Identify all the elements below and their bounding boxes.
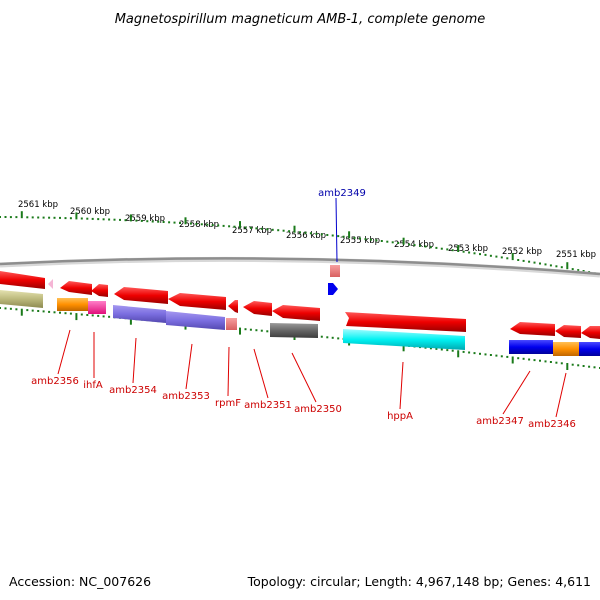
gene-label-amb2346[interactable]: amb2346 bbox=[528, 419, 576, 430]
gene-box[interactable] bbox=[579, 342, 600, 356]
gene-label-amb2347[interactable]: amb2347 bbox=[476, 416, 524, 427]
kbp-label: 2553 kbp bbox=[448, 244, 488, 254]
gene-arrow[interactable] bbox=[555, 325, 581, 338]
gene-arrow[interactable] bbox=[91, 284, 108, 297]
leader-line bbox=[253, 348, 269, 399]
gene-label-amb2349[interactable]: amb2349 bbox=[318, 188, 366, 199]
kbp-label: 2561 kbp bbox=[18, 200, 58, 210]
gene-arrow[interactable] bbox=[272, 305, 320, 321]
gene-box[interactable] bbox=[166, 311, 225, 330]
kbp-label: 2560 kbp bbox=[70, 207, 110, 217]
leader-line bbox=[185, 343, 193, 390]
gene-box[interactable] bbox=[343, 329, 465, 350]
gene-label-amb2351[interactable]: amb2351 bbox=[244, 400, 292, 411]
gene-label-amb2356[interactable]: amb2356 bbox=[31, 376, 79, 387]
gene-box[interactable] bbox=[88, 301, 106, 314]
gene-label-amb2353[interactable]: amb2353 bbox=[162, 391, 210, 402]
gene-box[interactable] bbox=[553, 342, 579, 356]
gene-label-hppA[interactable]: hppA bbox=[387, 411, 413, 422]
gene-box[interactable] bbox=[57, 298, 88, 311]
leader-line bbox=[399, 361, 404, 410]
gene-box[interactable] bbox=[509, 340, 553, 354]
gene-arrow[interactable] bbox=[581, 326, 600, 339]
gene-arrow[interactable] bbox=[48, 279, 53, 289]
gene-arrow[interactable] bbox=[510, 322, 555, 336]
gene-box[interactable] bbox=[113, 305, 166, 323]
gene-label-amb2354[interactable]: amb2354 bbox=[109, 385, 157, 396]
gene-arrow-amb2349[interactable] bbox=[328, 283, 338, 295]
gene-arrow[interactable] bbox=[60, 281, 92, 295]
gene-arrow[interactable] bbox=[0, 271, 45, 289]
outer-tick-ring bbox=[0, 211, 600, 275]
leader-line bbox=[132, 337, 137, 384]
leader-lines bbox=[57, 197, 567, 418]
leader-line bbox=[227, 346, 230, 397]
kbp-label: 2552 kbp bbox=[502, 247, 542, 257]
gene-arrow[interactable] bbox=[228, 300, 238, 313]
leader-line bbox=[555, 372, 567, 418]
kbp-label: 2559 kbp bbox=[125, 214, 165, 224]
kbp-label: 2557 kbp bbox=[232, 226, 272, 236]
genome-title: Magnetospirillum magneticum AMB-1, compl… bbox=[115, 12, 486, 27]
gene-arrow[interactable] bbox=[243, 301, 272, 316]
leader-line bbox=[502, 370, 531, 415]
gene-label-amb2350[interactable]: amb2350 bbox=[294, 404, 342, 415]
gene-label-rpmF[interactable]: rpmF bbox=[215, 398, 241, 409]
gene-box[interactable] bbox=[0, 290, 43, 308]
leader-line bbox=[335, 197, 338, 263]
gene-labels: amb2349 amb2356 ihfA amb2354 amb2353 rpm… bbox=[31, 188, 576, 430]
gene-arrow[interactable] bbox=[345, 312, 466, 332]
gene-arrow[interactable] bbox=[168, 293, 226, 310]
kbp-label: 2558 kbp bbox=[179, 220, 219, 230]
kbp-label: 2556 kbp bbox=[286, 231, 326, 241]
genome-backbone bbox=[0, 257, 600, 276]
gene-box[interactable] bbox=[270, 323, 318, 338]
accession-text: Accession: NC_007626 bbox=[9, 574, 151, 589]
gene-box[interactable] bbox=[226, 318, 237, 330]
gene-arrow[interactable] bbox=[114, 287, 168, 304]
kbp-scale: 2561 kbp 2560 kbp 2559 kbp 2558 kbp 2557… bbox=[18, 200, 596, 260]
kbp-label: 2555 kbp bbox=[340, 236, 380, 246]
kbp-label: 2551 kbp bbox=[556, 250, 596, 260]
gene-box[interactable] bbox=[330, 265, 340, 277]
gene-label-ihfA[interactable]: ihfA bbox=[83, 380, 103, 391]
leader-line bbox=[57, 329, 71, 375]
genome-summary-text: Topology: circular; Length: 4,967,148 bp… bbox=[247, 574, 591, 589]
gene-track bbox=[0, 265, 600, 356]
leader-line bbox=[291, 352, 317, 403]
